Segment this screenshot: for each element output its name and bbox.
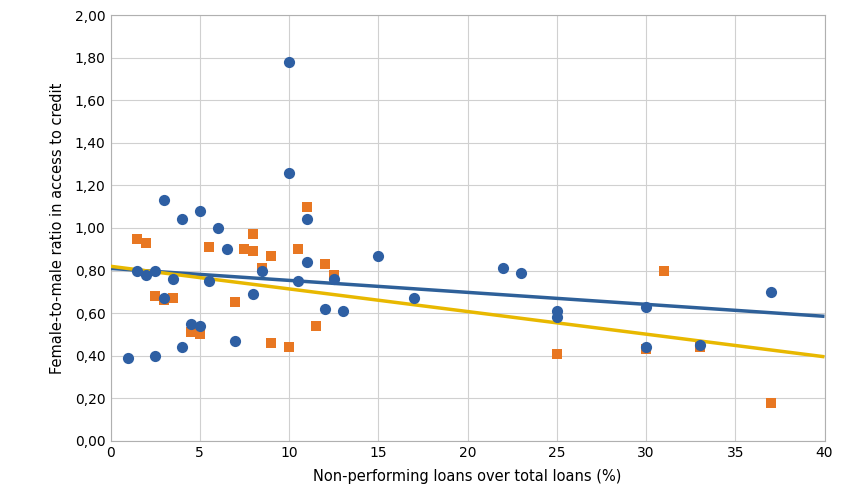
Point — [326, 275, 340, 283]
Point — [300, 203, 314, 211]
Point — [246, 230, 260, 238]
Point — [131, 234, 145, 242]
Point — [371, 252, 385, 260]
Point — [193, 207, 207, 215]
Point — [184, 328, 197, 336]
Point — [211, 224, 224, 232]
Point — [255, 267, 269, 275]
Point — [309, 322, 322, 330]
Point — [193, 331, 207, 339]
Point — [122, 354, 135, 362]
Point — [184, 320, 197, 328]
Point — [550, 314, 564, 322]
Point — [657, 267, 671, 275]
Point — [193, 322, 207, 330]
Point — [157, 196, 171, 204]
Point — [264, 252, 278, 260]
Point — [229, 337, 242, 345]
Point — [764, 288, 778, 296]
Point — [514, 269, 528, 277]
Point — [282, 343, 296, 351]
Point — [237, 245, 252, 254]
X-axis label: Non-performing loans over total loans (%): Non-performing loans over total loans (%… — [314, 469, 621, 484]
Point — [282, 58, 296, 66]
Point — [148, 267, 162, 275]
Point — [764, 399, 778, 407]
Point — [639, 303, 653, 311]
Point — [175, 343, 189, 351]
Point — [407, 294, 421, 302]
Point — [167, 294, 180, 302]
Point — [167, 275, 180, 283]
Point — [139, 271, 153, 279]
Point — [693, 341, 706, 349]
Point — [157, 297, 171, 305]
Point — [639, 343, 653, 351]
Point — [300, 215, 314, 223]
Point — [148, 292, 162, 300]
Point — [550, 307, 564, 315]
Point — [318, 305, 332, 313]
Point — [246, 247, 260, 256]
Y-axis label: Female-to-male ratio in access to credit: Female-to-male ratio in access to credit — [50, 82, 65, 374]
Point — [148, 352, 162, 360]
Point — [202, 277, 216, 285]
Point — [291, 277, 304, 285]
Point — [139, 239, 153, 247]
Point — [550, 350, 564, 358]
Point — [202, 243, 216, 251]
Point — [496, 265, 510, 273]
Point — [300, 258, 314, 266]
Point — [291, 245, 304, 254]
Point — [219, 245, 233, 254]
Point — [264, 339, 278, 347]
Point — [255, 265, 269, 273]
Point — [326, 271, 340, 279]
Point — [175, 215, 189, 223]
Point — [693, 343, 706, 351]
Point — [157, 294, 171, 302]
Point — [639, 345, 653, 353]
Point — [282, 169, 296, 177]
Point — [336, 307, 349, 315]
Point — [246, 290, 260, 298]
Point — [131, 267, 145, 275]
Point — [229, 299, 242, 307]
Point — [318, 260, 332, 268]
